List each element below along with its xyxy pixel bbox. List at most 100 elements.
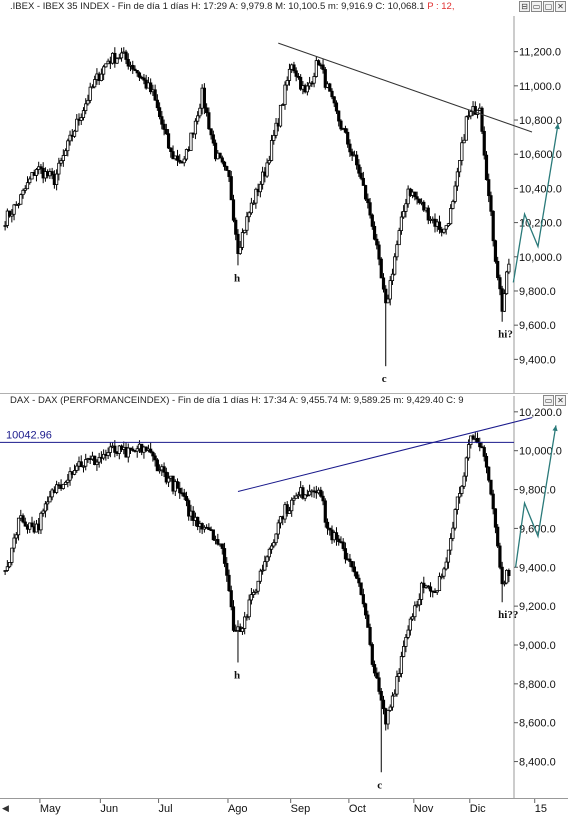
- dax-candle-body: [158, 469, 162, 472]
- dax-candle-body: [413, 605, 417, 618]
- ibex-candle-body: [124, 51, 128, 60]
- ibex-candle-body: [75, 118, 79, 132]
- dax-candle-body: [249, 594, 254, 601]
- ibex-candle-body: [19, 194, 23, 205]
- dax-candle-body: [294, 495, 298, 499]
- dax-candle-body: [263, 561, 267, 571]
- ibex-candle-body: [252, 202, 256, 205]
- restore-icon[interactable]: ▭: [531, 1, 542, 12]
- dax-candle-body: [408, 618, 412, 631]
- ibex-candle-body: [12, 204, 16, 215]
- ibex-candle-body: [377, 244, 381, 260]
- ibex-candle-body: [59, 160, 63, 164]
- date-axis-labels: ◀ May Jun Jul Ago Sep Oct Nov Dic 15: [2, 799, 547, 815]
- ibex-candle-body: [265, 162, 269, 177]
- restore-icon[interactable]: ▭: [543, 395, 554, 406]
- dax-candle-body: [10, 547, 14, 563]
- ibex-candle-body: [238, 246, 242, 254]
- dax-candle-body: [131, 448, 135, 451]
- dax-candle-body: [305, 494, 309, 497]
- dax-candle-body: [245, 616, 249, 619]
- dax-candle-body: [395, 676, 399, 695]
- dax-candle-body: [14, 534, 18, 539]
- dax-candle-body: [43, 503, 48, 512]
- dax-resistance-label: 10042.96: [6, 429, 52, 441]
- dax-candle-body: [496, 526, 500, 547]
- close-icon[interactable]: ✕: [555, 395, 566, 406]
- date-axis-label: Nov: [414, 803, 434, 815]
- ibex-candle-body: [283, 84, 287, 105]
- dax-candle-body: [390, 695, 395, 708]
- ibex-candle-body: [489, 195, 493, 212]
- dax-candle-body: [399, 656, 404, 674]
- dax-candle-body: [48, 496, 52, 503]
- ibex-candle-body: [72, 130, 77, 137]
- ibex-candle-body: [402, 211, 406, 218]
- close-icon[interactable]: ✕: [555, 1, 566, 12]
- dax-wave-label: c: [377, 779, 382, 791]
- ibex-candle-body: [220, 157, 224, 163]
- date-axis[interactable]: ◀ May Jun Jul Ago Sep Oct Nov Dic 15: [0, 798, 568, 815]
- ibex-candle-body: [240, 232, 245, 248]
- dax-candle-body: [350, 561, 354, 568]
- ibex-candle-body: [502, 293, 507, 312]
- dax-candle-body: [325, 521, 330, 529]
- ibex-candle-body: [496, 260, 500, 279]
- ibex-candle-body: [294, 70, 298, 77]
- dax-candle-body: [12, 537, 16, 549]
- dax-candle-body: [352, 566, 356, 573]
- ibex-candle-body: [162, 123, 166, 130]
- ibex-candle-body: [366, 198, 370, 204]
- ibex-candle-body: [184, 149, 189, 160]
- maximize-icon[interactable]: ▢: [543, 1, 554, 12]
- dax-candle-body: [493, 508, 498, 528]
- ibex-candle-body: [131, 64, 135, 70]
- dax-chart-panel[interactable]: DAX - DAX (PERFORMANCEINDEX) - Fin de dí…: [0, 393, 568, 799]
- dax-candle-body: [370, 644, 374, 665]
- ibex-candle-body: [368, 202, 372, 216]
- ibex-candle-body: [55, 173, 59, 185]
- dax-candle-body: [153, 455, 157, 461]
- dax-candle-body: [442, 568, 446, 577]
- dax-y-tick-label: 9,200.0: [519, 601, 556, 613]
- ibex-candle-body: [487, 179, 491, 197]
- dax-candle-body: [435, 590, 439, 593]
- dax-candle-body: [323, 500, 327, 523]
- dax-candle-body: [343, 548, 348, 560]
- ibex-candle-body: [451, 201, 455, 209]
- dax-y-tick-label: 8,400.0: [519, 757, 556, 769]
- dax-candle-body: [355, 571, 359, 579]
- ibex-candle-body: [196, 115, 200, 122]
- ibex-candle-body: [269, 140, 274, 161]
- dax-candle-body: [227, 574, 231, 592]
- ibex-candle-body: [339, 120, 343, 130]
- ibex-candle-body: [142, 77, 146, 81]
- ibex-candle-body: [115, 58, 119, 64]
- ibex-y-tick-label: 11,000.0: [519, 81, 561, 93]
- dax-candle-body: [419, 582, 424, 600]
- dax-candle-body: [93, 455, 97, 466]
- dax-candle-body: [240, 628, 245, 632]
- ibex-candle-body: [218, 152, 222, 159]
- ibex-candle-body: [466, 115, 471, 118]
- dax-title-bar: DAX - DAX (PERFORMANCEINDEX) - Fin de dí…: [0, 394, 568, 408]
- dax-candle-body: [175, 481, 180, 489]
- ibex-candle-body: [182, 158, 186, 164]
- ibex-candle-body: [363, 185, 368, 200]
- ibex-candle-body: [343, 128, 348, 133]
- ibex-candle-body: [498, 277, 502, 290]
- dax-candle-body: [50, 489, 54, 498]
- ibex-candle-body: [384, 288, 388, 304]
- ibex-candle-body: [16, 203, 21, 206]
- dax-candle-body: [292, 497, 296, 501]
- dax-candle-body: [220, 543, 224, 549]
- dax-candle-body: [453, 509, 457, 529]
- ibex-y-tick-label: 9,800.0: [519, 286, 556, 298]
- ibex-chart-panel[interactable]: .IBEX - IBEX 35 INDEX - Fin de día 1 día…: [0, 0, 568, 393]
- ibex-candle-body: [370, 214, 374, 227]
- dax-candle-body: [256, 580, 260, 592]
- dax-candle-body: [46, 501, 50, 505]
- dax-candle-body: [254, 590, 258, 593]
- dax-candle-body: [63, 481, 68, 485]
- minimize-icon[interactable]: ⊟: [519, 1, 530, 12]
